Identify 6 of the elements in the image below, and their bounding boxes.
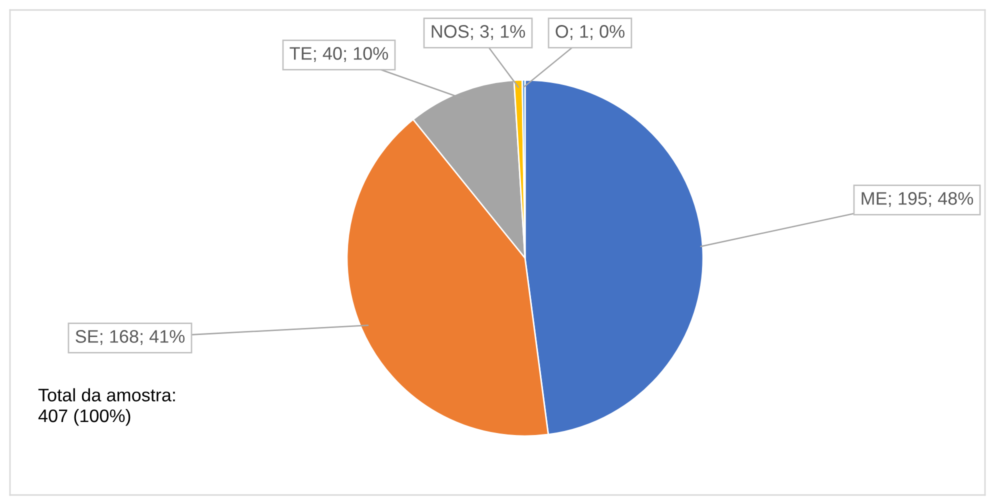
- slice-label: NOS; 3; 1%: [432, 25, 526, 40]
- slice-label: SE; 168; 41%: [76, 330, 185, 345]
- slice-label: ME; 195; 48%: [862, 192, 974, 207]
- slice-label: O; 1; 0%: [556, 25, 624, 40]
- slice-label: TE; 40; 10%: [290, 47, 388, 62]
- text: Total da amostra: 407 (100%): [38, 388, 175, 426]
